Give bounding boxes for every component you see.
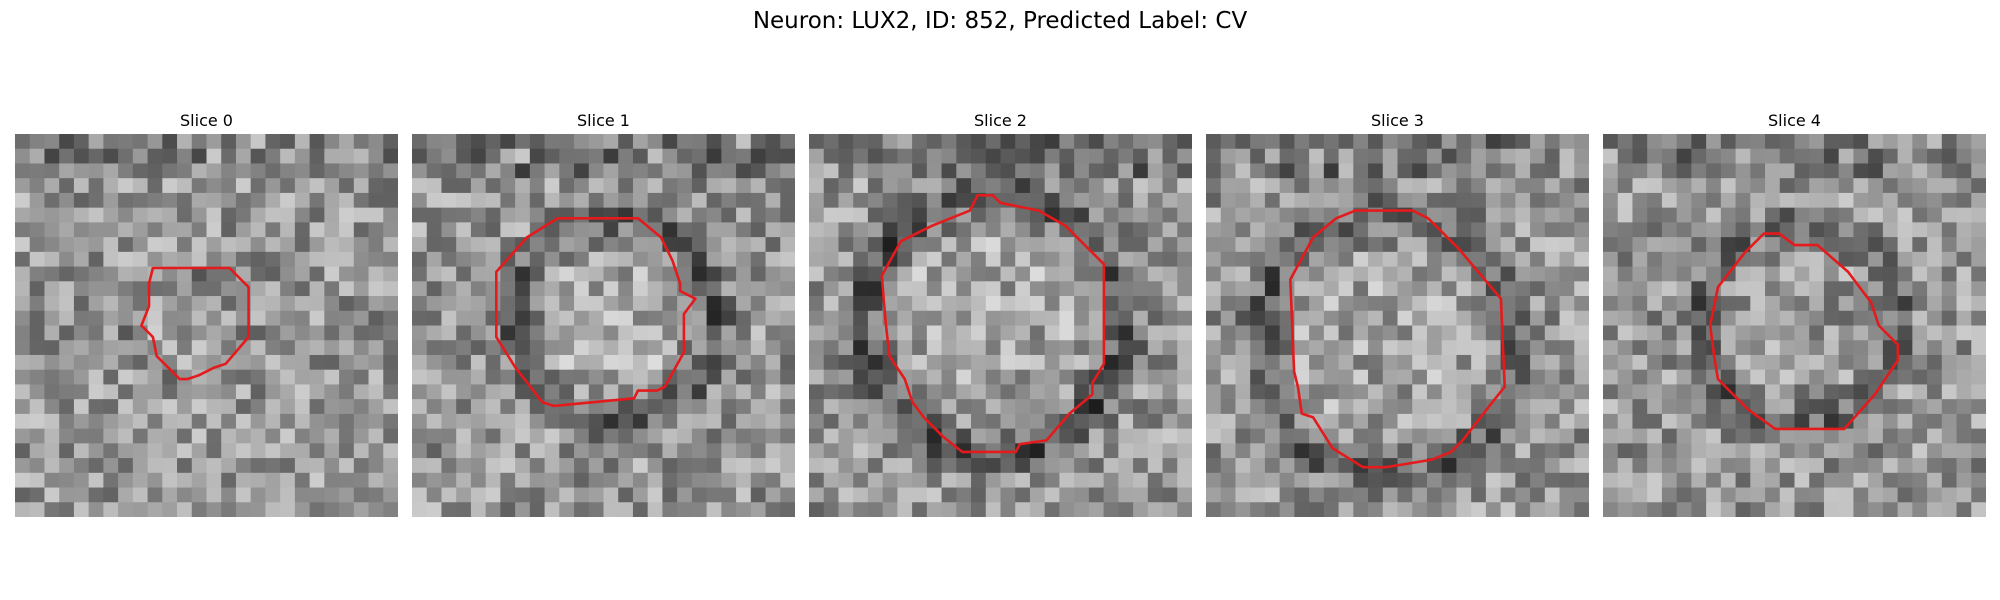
- segmentation-contour: [880, 193, 1106, 454]
- slice-title: Slice 4: [1768, 111, 1821, 130]
- pixel-grid: [412, 134, 795, 517]
- slice-image: [1603, 134, 1986, 517]
- slice-title: Slice 1: [577, 111, 630, 130]
- slice-title: Slice 0: [180, 111, 233, 130]
- slice-panel-1: Slice 1: [412, 108, 795, 517]
- pixel-grid: [1206, 134, 1589, 517]
- slice-panel-4: Slice 4: [1603, 108, 1986, 517]
- segmentation-contour: [140, 266, 250, 381]
- slice-image: [1206, 134, 1589, 517]
- segmentation-contour: [495, 217, 697, 408]
- segmentation-contour: [1289, 209, 1507, 469]
- figure-title: Neuron: LUX2, ID: 852, Predicted Label: …: [752, 8, 1248, 34]
- pixel-grid: [809, 134, 1192, 517]
- slice-panel-3: Slice 3: [1206, 108, 1589, 517]
- slice-panel-0: Slice 0: [15, 108, 398, 517]
- slice-image: [809, 134, 1192, 517]
- segmentation-contour: [1708, 232, 1900, 431]
- pixel-grid: [15, 134, 398, 517]
- slice-title: Slice 2: [974, 111, 1027, 130]
- slice-panel-2: Slice 2: [809, 108, 1192, 517]
- slice-image: [412, 134, 795, 517]
- slice-image: [15, 134, 398, 517]
- pixel-grid: [1603, 134, 1986, 517]
- slice-title: Slice 3: [1371, 111, 1424, 130]
